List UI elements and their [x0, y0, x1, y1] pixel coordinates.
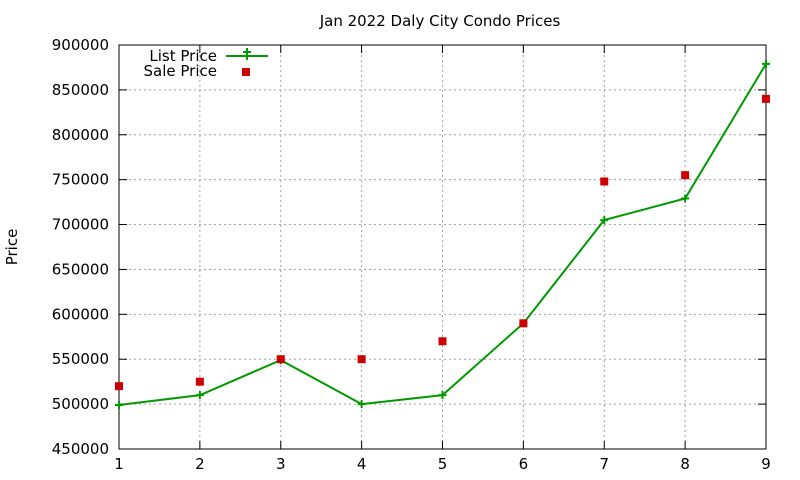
list-price-point — [195, 391, 204, 400]
x-tick-label: 5 — [438, 455, 448, 473]
y-tick-label: 550000 — [52, 350, 109, 368]
sale-price-point — [438, 337, 447, 346]
list-price-point — [762, 59, 770, 68]
x-tick-label: 8 — [680, 455, 690, 473]
x-tick-label: 9 — [761, 455, 771, 473]
tick-layer: 450000 500000 550000 600000 650000 700000 7500… — [52, 36, 771, 473]
y-tick-label: 850000 — [52, 81, 109, 99]
list-price-point — [681, 194, 690, 203]
legend-label-list-price: List Price — [149, 47, 217, 65]
y-tick-label: 900000 — [52, 36, 109, 54]
legend: List Price Sale Price — [144, 47, 268, 80]
y-tick-label: 700000 — [52, 216, 109, 234]
legend-marker-list-price — [243, 48, 251, 60]
grid-layer — [119, 45, 766, 449]
legend-label-sale-price: Sale Price — [144, 62, 217, 80]
sale-price-point — [762, 94, 770, 103]
list-price-point — [115, 401, 123, 410]
x-tick-label: 2 — [195, 455, 205, 473]
chart-title: Jan 2022 Daly City Condo Prices — [319, 12, 561, 30]
x-tick-label: 4 — [357, 455, 367, 473]
series-layer — [115, 59, 770, 410]
sale-price-point — [115, 382, 123, 391]
sale-price-point — [195, 377, 204, 386]
x-tick-label: 7 — [599, 455, 609, 473]
y-axis-label: Price — [3, 229, 21, 266]
y-tick-label: 800000 — [52, 126, 109, 144]
sale-price-point — [519, 319, 528, 328]
x-tick-label: 1 — [114, 455, 124, 473]
y-tick-label: 650000 — [52, 260, 109, 278]
y-tick-label: 600000 — [52, 305, 109, 323]
y-tick-label: 450000 — [52, 440, 109, 458]
sale-price-point — [681, 171, 690, 180]
sale-price-point — [600, 177, 609, 186]
legend-swatch-sale-price — [242, 68, 250, 76]
list-price-point — [357, 400, 366, 409]
list-price-point — [438, 391, 447, 400]
y-tick-label: 750000 — [52, 171, 109, 189]
sale-price-point — [357, 355, 366, 364]
x-tick-label: 3 — [276, 455, 286, 473]
y-tick-label: 500000 — [52, 395, 109, 413]
x-tick-label: 6 — [519, 455, 529, 473]
sale-price-point — [276, 355, 285, 364]
list-price-point — [600, 216, 609, 225]
